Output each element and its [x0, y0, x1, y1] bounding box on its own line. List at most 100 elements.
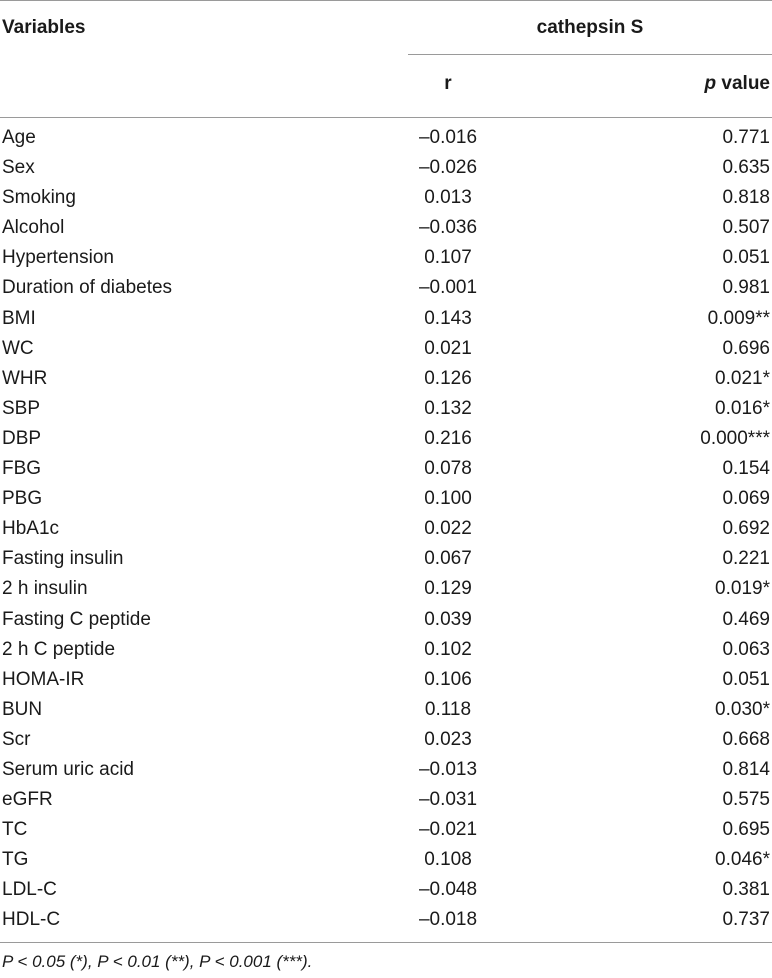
- cell-p-value: 0.000***: [700, 427, 770, 449]
- cell-p-value: 0.814: [722, 758, 770, 780]
- cell-variable: eGFR: [2, 789, 53, 811]
- cell-p-value: 0.668: [722, 728, 770, 750]
- cell-r: 0.021: [424, 337, 472, 359]
- cell-p-value: 0.469: [722, 608, 770, 630]
- table-row: Scr 0.023 0.668: [0, 725, 772, 755]
- table-row: Fasting C peptide 0.039 0.469: [0, 605, 772, 635]
- cell-r: –0.031: [418, 789, 478, 811]
- header-cathepsin-s: cathepsin S: [536, 17, 644, 38]
- cell-r: –0.021: [418, 819, 478, 841]
- cell-variable: PBG: [2, 488, 43, 510]
- table-row: LDL-C –0.048 0.381: [0, 875, 772, 905]
- table-row: HOMA-IR 0.106 0.051: [0, 665, 772, 695]
- cell-p-value: 0.009**: [707, 307, 770, 329]
- cell-p-value: 0.381: [722, 879, 770, 901]
- cell-p-value: 0.154: [722, 458, 770, 480]
- footnote: P < 0.05 (*), P < 0.01 (**), P < 0.001 (…: [2, 952, 313, 971]
- table-row: WC 0.021 0.696: [0, 334, 772, 364]
- table-row: 2 h insulin 0.129 0.019*: [0, 574, 772, 604]
- table-row: Sex –0.026 0.635: [0, 153, 772, 183]
- cell-p-value: 0.069: [722, 488, 770, 510]
- cell-r: –0.013: [418, 758, 478, 780]
- table-row: PBG 0.100 0.069: [0, 484, 772, 514]
- cell-p-value: 0.221: [722, 548, 770, 570]
- cell-p-value: 0.575: [722, 789, 770, 811]
- cell-r: 0.039: [424, 608, 472, 630]
- bottom-rule: [0, 942, 772, 943]
- table-row: Age –0.016 0.771: [0, 123, 772, 153]
- cell-variable: HDL-C: [2, 909, 61, 931]
- cell-p-value: 0.981: [722, 277, 770, 299]
- table-row: eGFR –0.031 0.575: [0, 785, 772, 815]
- cell-p-value: 0.696: [722, 337, 770, 359]
- cell-r: 0.126: [424, 367, 472, 389]
- cell-r: 0.118: [424, 698, 472, 720]
- cell-p-value: 0.695: [722, 819, 770, 841]
- cell-r: 0.100: [424, 488, 472, 510]
- cell-r: 0.022: [424, 518, 472, 540]
- cell-r: 0.106: [424, 668, 472, 690]
- table-row: FBG 0.078 0.154: [0, 454, 772, 484]
- table-row: Duration of diabetes –0.001 0.981: [0, 273, 772, 303]
- cell-r: –0.036: [418, 217, 478, 239]
- cell-r: 0.023: [424, 728, 472, 750]
- table-row: WHR 0.126 0.021*: [0, 364, 772, 394]
- cell-variable: BMI: [2, 307, 36, 329]
- cell-variable: Hypertension: [2, 247, 114, 269]
- table-row: Fasting insulin 0.067 0.221: [0, 544, 772, 574]
- cell-variable: BUN: [2, 698, 43, 720]
- cell-variable: Smoking: [2, 187, 76, 209]
- cell-p-value: 0.016*: [715, 397, 770, 419]
- table-row: TG 0.108 0.046*: [0, 845, 772, 875]
- cell-p-value: 0.635: [722, 157, 770, 179]
- header-rule: [0, 117, 772, 118]
- cell-r: 0.108: [424, 849, 472, 871]
- cell-variable: WHR: [2, 367, 48, 389]
- cell-variable: Fasting insulin: [2, 548, 124, 570]
- cell-variable: Alcohol: [2, 217, 65, 239]
- cell-r: 0.102: [424, 638, 472, 660]
- cell-variable: FBG: [2, 458, 42, 480]
- cell-variable: Serum uric acid: [2, 758, 134, 780]
- header-p-italic: p: [704, 73, 717, 94]
- cell-p-value: 0.692: [722, 518, 770, 540]
- cell-variable: SBP: [2, 397, 41, 419]
- cell-p-value: 0.021*: [715, 367, 770, 389]
- cell-variable: TC: [2, 819, 28, 841]
- group-rule: [408, 54, 772, 55]
- cell-variable: DBP: [2, 427, 42, 449]
- cell-r: –0.048: [418, 879, 478, 901]
- cell-r: –0.001: [418, 277, 478, 299]
- table-row: BMI 0.143 0.009**: [0, 304, 772, 334]
- table-row: SBP 0.132 0.016*: [0, 394, 772, 424]
- header-variables: Variables: [2, 17, 86, 38]
- table-row: Serum uric acid –0.013 0.814: [0, 755, 772, 785]
- table-row: TC –0.021 0.695: [0, 815, 772, 845]
- cell-p-value: 0.737: [722, 909, 770, 931]
- table-row: Smoking 0.013 0.818: [0, 183, 772, 213]
- table-row: DBP 0.216 0.000***: [0, 424, 772, 454]
- cell-p-value: 0.507: [722, 217, 770, 239]
- cell-variable: Duration of diabetes: [2, 277, 173, 299]
- cell-variable: HbA1c: [2, 518, 60, 540]
- cell-r: 0.132: [424, 397, 472, 419]
- cell-r: 0.129: [424, 578, 472, 600]
- cell-variable: HOMA-IR: [2, 668, 85, 690]
- table-row: HDL-C –0.018 0.737: [0, 905, 772, 935]
- cell-variable: Fasting C peptide: [2, 608, 151, 630]
- cell-r: 0.067: [424, 548, 472, 570]
- cell-r: –0.018: [418, 909, 478, 931]
- cell-p-value: 0.051: [722, 668, 770, 690]
- cell-r: 0.143: [424, 307, 472, 329]
- cell-r: 0.107: [424, 247, 472, 269]
- table-body: Age –0.016 0.771 Sex –0.026 0.635 Smoking 0.013…: [0, 123, 772, 936]
- cell-variable: 2 h insulin: [2, 578, 88, 600]
- cell-p-value: 0.019*: [715, 578, 770, 600]
- cell-r: 0.078: [424, 458, 472, 480]
- table-row: 2 h C peptide 0.102 0.063: [0, 635, 772, 665]
- cell-variable: LDL-C: [2, 879, 57, 901]
- cell-r: –0.026: [418, 157, 478, 179]
- top-rule: [0, 0, 772, 1]
- cell-variable: WC: [2, 337, 34, 359]
